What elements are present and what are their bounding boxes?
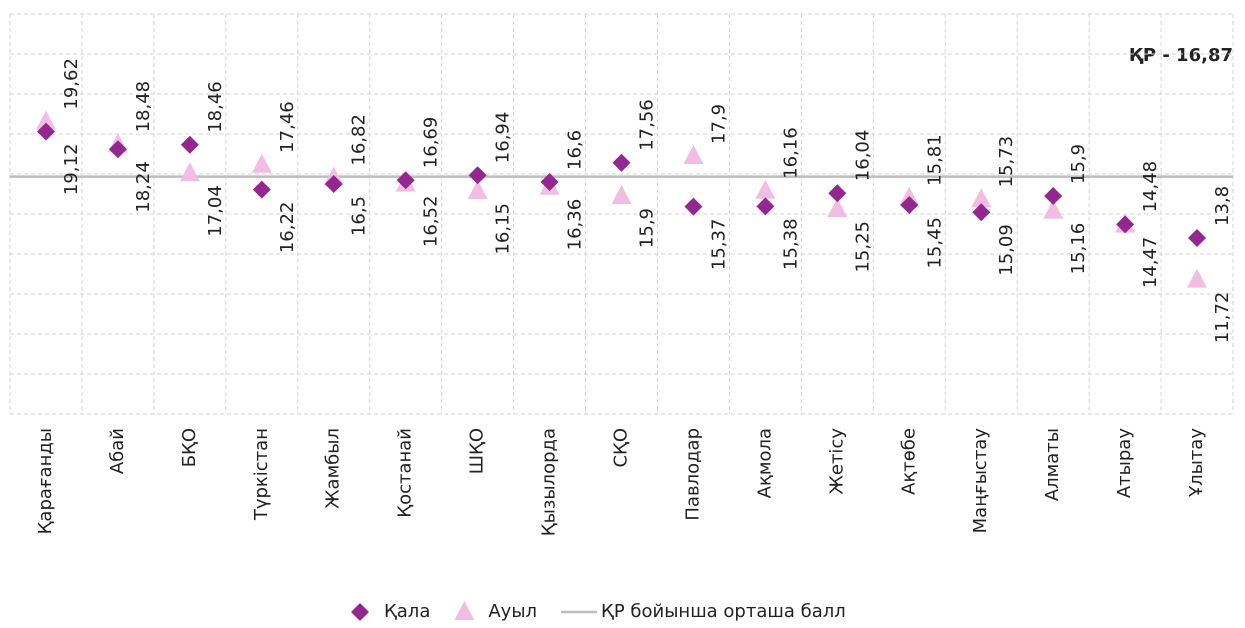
- x-tick-label: Қостанай: [395, 428, 416, 518]
- diamond-marker: [540, 173, 559, 191]
- x-tick-label: Ақмола: [754, 428, 775, 498]
- diamond-marker: [36, 122, 55, 141]
- triangle-marker: [971, 188, 992, 208]
- data-label: 16,94: [493, 112, 514, 164]
- diamond-marker: [1188, 229, 1207, 247]
- data-label: 15,45: [924, 217, 945, 269]
- diamond-marker: [108, 140, 127, 159]
- triangle-marker: [179, 162, 200, 182]
- triangle-marker: [1187, 268, 1208, 288]
- data-label: 18,46: [205, 81, 226, 133]
- triangle-marker: [827, 198, 848, 217]
- data-label: 15,73: [996, 136, 1017, 188]
- data-label: 18,48: [133, 81, 154, 133]
- x-tick-label: Павлодар: [682, 428, 703, 521]
- x-tick-label: Жетісу: [826, 428, 847, 495]
- data-label: 14,48: [1140, 161, 1161, 213]
- triangle-marker: [454, 601, 475, 620]
- diamond-marker: [468, 166, 487, 185]
- diamond-marker: [612, 153, 631, 172]
- diamond-marker: [972, 203, 991, 222]
- diamond-marker: [828, 184, 847, 203]
- triangle-marker: [755, 179, 776, 199]
- x-tick-label: Маңғыстау: [970, 428, 991, 534]
- data-label: 16,52: [421, 196, 442, 248]
- x-tick-label: Қарағанды: [35, 428, 56, 534]
- data-label: 16,69: [421, 117, 442, 169]
- x-tick-label: Ақтөбе: [898, 428, 919, 495]
- data-label: 19,12: [61, 144, 82, 196]
- diamond-marker: [324, 175, 343, 193]
- data-label: 11,72: [1212, 292, 1233, 344]
- annotation: ҚР - 16,87: [1129, 45, 1233, 66]
- data-label: 15,09: [996, 224, 1017, 276]
- data-label: 17,56: [637, 99, 658, 151]
- x-tick-label: СҚО: [611, 428, 632, 468]
- data-label: 17,46: [277, 101, 298, 153]
- x-tick-label: Жамбыл: [323, 428, 344, 509]
- data-label: 15,16: [1068, 223, 1089, 275]
- data-label: 18,24: [133, 161, 154, 213]
- x-tick-label: Абай: [107, 428, 128, 474]
- x-tick-label: БҚО: [179, 428, 200, 467]
- x-tick-label: Ұлытау: [1186, 428, 1207, 498]
- triangle-marker: [1043, 199, 1064, 219]
- data-label: 15,9: [637, 208, 658, 248]
- data-label: 16,82: [349, 114, 370, 166]
- diamond-marker: [756, 197, 775, 216]
- diamond-marker: [900, 196, 919, 214]
- data-label: 15,25: [852, 221, 873, 273]
- data-label: 16,5: [349, 196, 370, 236]
- diamond-marker: [1116, 215, 1135, 234]
- data-label: 15,37: [708, 219, 729, 271]
- diamond-marker: [180, 135, 199, 154]
- x-tick-label: Түркістан: [251, 428, 272, 521]
- data-label: 16,22: [277, 202, 298, 254]
- data-label: 15,38: [780, 218, 801, 270]
- data-label: 16,6: [565, 130, 586, 170]
- legend-label: Ауыл: [488, 601, 537, 622]
- diamond-marker: [1044, 187, 1063, 205]
- x-tick-label: Қызылорда: [539, 428, 560, 536]
- data-label: 13,8: [1212, 186, 1233, 226]
- data-label: 16,36: [565, 199, 586, 251]
- triangle-marker: [251, 153, 272, 173]
- legend-label: Қала: [384, 601, 430, 622]
- diamond-marker: [396, 171, 415, 190]
- x-tick-label: ШҚО: [467, 428, 488, 474]
- data-label: 15,81: [924, 134, 945, 186]
- triangle-marker: [683, 145, 704, 164]
- triangle-marker: [467, 180, 488, 199]
- x-tick-label: Атырау: [1114, 428, 1135, 498]
- diamond-marker: [351, 603, 369, 621]
- triangle-marker: [611, 185, 632, 204]
- data-label: 16,15: [493, 203, 514, 255]
- data-label: 17,04: [205, 185, 226, 237]
- data-label: 19,62: [61, 58, 82, 110]
- data-label: 16,04: [852, 130, 873, 182]
- x-tick-label: Алматы: [1042, 428, 1063, 501]
- data-label: 16,16: [780, 127, 801, 179]
- diamond-marker: [252, 180, 271, 199]
- data-label: 15,9: [1068, 144, 1089, 184]
- legend-label: ҚР бойынша орташа балл: [601, 601, 846, 622]
- diamond-marker: [684, 197, 703, 216]
- data-label: 17,9: [708, 104, 729, 144]
- triangle-marker: [35, 110, 56, 130]
- data-label: 14,47: [1140, 237, 1161, 289]
